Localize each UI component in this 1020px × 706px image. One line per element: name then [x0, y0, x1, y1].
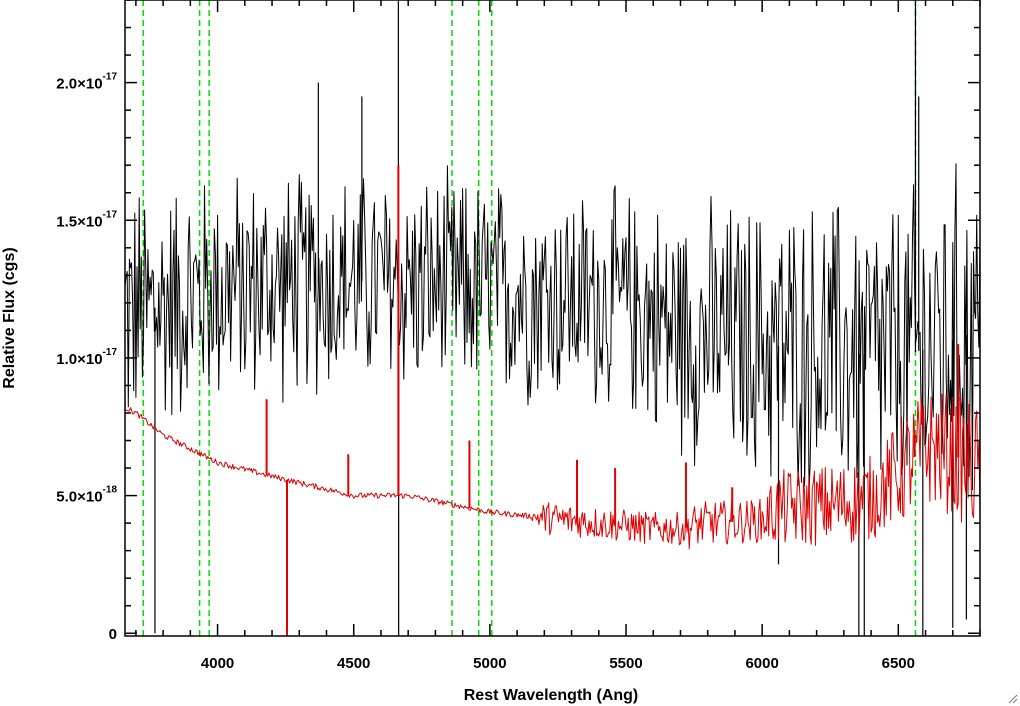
- marker-lines: [142, 0, 917, 636]
- x-tick-label-6500: 6500: [882, 655, 915, 672]
- y-tick-label-1: 5.0×10-18: [56, 485, 117, 506]
- spectrum-series-0: [125, 163, 980, 495]
- x-tick-label-5000: 5000: [473, 655, 506, 672]
- window-resize-grip[interactable]: [1006, 692, 1018, 704]
- x-tick-labels: 4000 4500 5000 5500 6000 6500: [201, 655, 915, 672]
- y-tick-label-4: 2.0×10-17: [56, 72, 117, 93]
- x-axis-title: Rest Wavelength (Ang): [464, 687, 639, 704]
- y-tick-labels: 0 5.0×10-18 1.0×10-17 1.5×10-17 2.0×10-17: [56, 72, 117, 644]
- plot-frame: [124, 0, 981, 637]
- spectrum-series-1: [125, 393, 980, 550]
- series-layer: [125, 0, 980, 636]
- axis-ticks: [125, 0, 981, 636]
- x-tick-label-6000: 6000: [745, 655, 778, 672]
- y-tick-label-0: 0: [109, 626, 117, 643]
- x-tick-label-5500: 5500: [609, 655, 642, 672]
- y-tick-label-3: 1.5×10-17: [56, 209, 117, 230]
- y-axis-title: Relative Flux (cgs): [1, 247, 18, 388]
- x-tick-label-4500: 4500: [337, 655, 370, 672]
- y-tick-label-2: 1.0×10-17: [56, 347, 117, 368]
- x-tick-label-4000: 4000: [201, 655, 234, 672]
